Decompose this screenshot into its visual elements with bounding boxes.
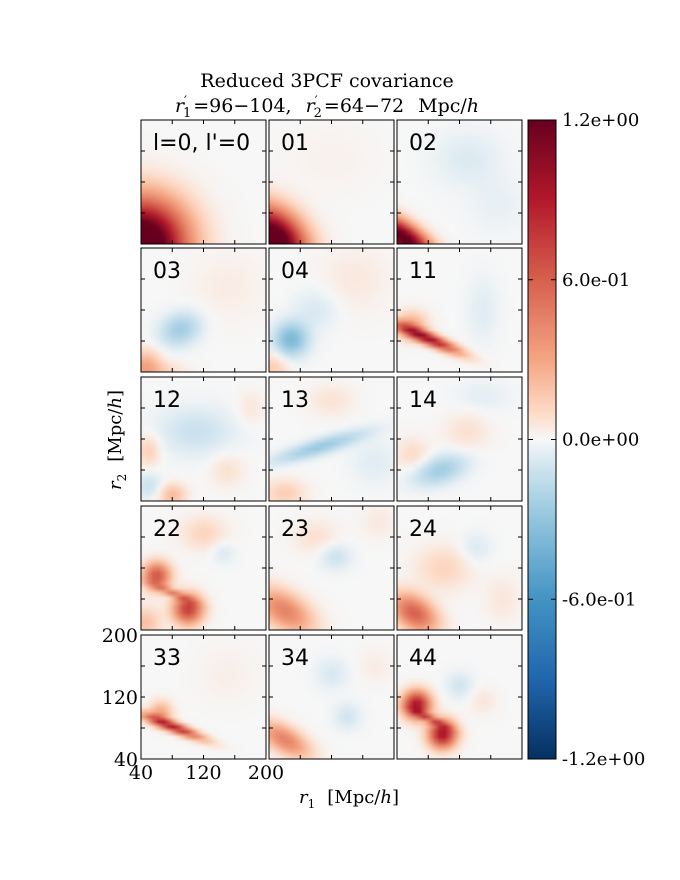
subtitle-unit: Mpc/ bbox=[418, 95, 467, 117]
chart-title: Reduced 3PCF covariance bbox=[200, 70, 453, 92]
panel-label: 04 bbox=[281, 259, 309, 284]
x-tick-label: 200 bbox=[248, 762, 284, 784]
x-axis-label: r1 [Mpc/h] bbox=[299, 787, 399, 811]
y-tick-label: 200 bbox=[102, 625, 138, 647]
heatmap-panel: 22 bbox=[140, 505, 267, 631]
panel-label: 02 bbox=[409, 131, 437, 156]
panel-label: 23 bbox=[281, 517, 309, 542]
colorbar-tick-label: 6.0e-01 bbox=[562, 270, 630, 291]
axis-tick-labels: 40 120 200 40 120 200 bbox=[102, 625, 284, 784]
heatmap-panel: 13 bbox=[268, 376, 395, 502]
heatmap-image bbox=[141, 248, 266, 372]
y-axis-subscript: 2 bbox=[115, 474, 129, 482]
panel-frame bbox=[140, 505, 267, 631]
heatmap-panel: 33 bbox=[140, 634, 267, 760]
heatmap-panel: 04 bbox=[268, 247, 395, 373]
heatmap-image bbox=[141, 120, 266, 244]
panel-label: 03 bbox=[153, 259, 181, 284]
heatmap-panel: 01 bbox=[268, 119, 395, 245]
panel-frame bbox=[396, 119, 523, 245]
panel-frame bbox=[140, 119, 267, 245]
subtitle-r1-sub: 1 bbox=[183, 106, 191, 121]
heatmap-image bbox=[269, 635, 394, 759]
y-axis-unit-close: ] bbox=[105, 390, 126, 397]
panel-grid: l=0, l'=0 01 02 03 04 11 12 13 14 22 23 24 33 34 44 bbox=[140, 119, 523, 760]
x-tick-label: 120 bbox=[185, 762, 221, 784]
panel-frame bbox=[396, 634, 523, 760]
subtitle-r1-prime: ′ bbox=[184, 94, 187, 109]
panel-label: 14 bbox=[409, 388, 437, 413]
y-axis-label: r2 [Mpc/h] bbox=[105, 390, 129, 490]
colorbar-tick-label: 1.2e+00 bbox=[562, 110, 639, 131]
panel-label: 44 bbox=[409, 646, 437, 671]
panel-label: 13 bbox=[281, 388, 309, 413]
colorbar: 1.2e+00 6.0e-01 0.0e+00 -6.0e-01 -1.2e+00 bbox=[527, 110, 645, 770]
panel-frame bbox=[140, 634, 267, 760]
colorbar-tick-label: -6.0e-01 bbox=[562, 589, 636, 610]
panel-label: l=0, l'=0 bbox=[153, 131, 250, 156]
x-axis-subscript: 1 bbox=[308, 797, 316, 811]
heatmap-image bbox=[269, 506, 394, 630]
panel-label: 22 bbox=[153, 517, 181, 542]
colorbar-tick-label: 0.0e+00 bbox=[562, 430, 639, 451]
heatmap-panel: 23 bbox=[268, 505, 395, 631]
panel-frame bbox=[268, 505, 395, 631]
panel-label: 01 bbox=[281, 131, 309, 156]
y-tick-label: 120 bbox=[102, 687, 138, 709]
heatmap-image bbox=[141, 506, 266, 630]
heatmap-panel: 34 bbox=[268, 634, 395, 760]
panel-frame bbox=[140, 376, 267, 502]
panel-frame bbox=[268, 247, 395, 373]
heatmap-panel: 14 bbox=[396, 376, 523, 502]
x-axis-symbol: r bbox=[299, 787, 309, 808]
heatmap-panel: l=0, l'=0 bbox=[140, 119, 267, 245]
panel-label: 11 bbox=[409, 259, 437, 284]
heatmap-image bbox=[397, 377, 522, 501]
y-axis-unit-h: h bbox=[105, 397, 126, 409]
x-axis-unit-close: ] bbox=[392, 787, 399, 808]
x-tick-label: 40 bbox=[129, 762, 153, 784]
heatmap-panel: 12 bbox=[140, 376, 267, 502]
x-axis-unit-open: [Mpc/ bbox=[327, 787, 381, 808]
colorbar-tick-label: -1.2e+00 bbox=[562, 749, 645, 770]
y-axis-symbol: r bbox=[105, 480, 126, 490]
heatmap-image bbox=[397, 248, 522, 372]
heatmap-panel: 24 bbox=[396, 505, 523, 631]
heatmap-image bbox=[269, 120, 394, 244]
subtitle-r2-prime: ′ bbox=[315, 94, 318, 109]
x-axis-unit-h: h bbox=[380, 787, 392, 808]
heatmap-image bbox=[397, 506, 522, 630]
heatmap-image bbox=[141, 377, 266, 501]
panel-frame bbox=[396, 376, 523, 502]
panel-label: 12 bbox=[153, 388, 181, 413]
panel-frame bbox=[140, 247, 267, 373]
subtitle-r1-symbol: r bbox=[175, 95, 186, 117]
heatmap-panel: 02 bbox=[396, 119, 523, 245]
heatmap-image bbox=[269, 377, 394, 501]
heatmap-panel: 11 bbox=[396, 247, 523, 373]
chart-subtitle: r′ 1 =96−104, r′ 2 =64−72 Mpc/h bbox=[175, 94, 479, 121]
panel-label: 24 bbox=[409, 517, 437, 542]
panel-frame bbox=[268, 634, 395, 760]
y-axis-unit-open: [Mpc/ bbox=[105, 408, 126, 462]
subtitle-r1-range: =96−104, bbox=[193, 95, 291, 117]
heatmap-panel: 03 bbox=[140, 247, 267, 373]
heatmap-image bbox=[397, 120, 522, 244]
subtitle-unit-h: h bbox=[467, 95, 479, 117]
heatmap-image bbox=[141, 635, 266, 759]
panel-label: 34 bbox=[281, 646, 309, 671]
panel-label: 33 bbox=[153, 646, 181, 671]
panel-frame bbox=[396, 247, 523, 373]
subtitle-r2-symbol: r bbox=[306, 95, 317, 117]
heatmap-image bbox=[397, 635, 522, 759]
panel-frame bbox=[268, 119, 395, 245]
panel-frame bbox=[268, 376, 395, 502]
heatmap-panel: 44 bbox=[396, 634, 523, 760]
subtitle-r2-sub: 2 bbox=[314, 106, 322, 121]
panel-frame bbox=[396, 505, 523, 631]
heatmap-image bbox=[269, 248, 394, 372]
subtitle-r2-range: =64−72 bbox=[324, 95, 404, 117]
y-tick-label: 40 bbox=[114, 749, 138, 771]
